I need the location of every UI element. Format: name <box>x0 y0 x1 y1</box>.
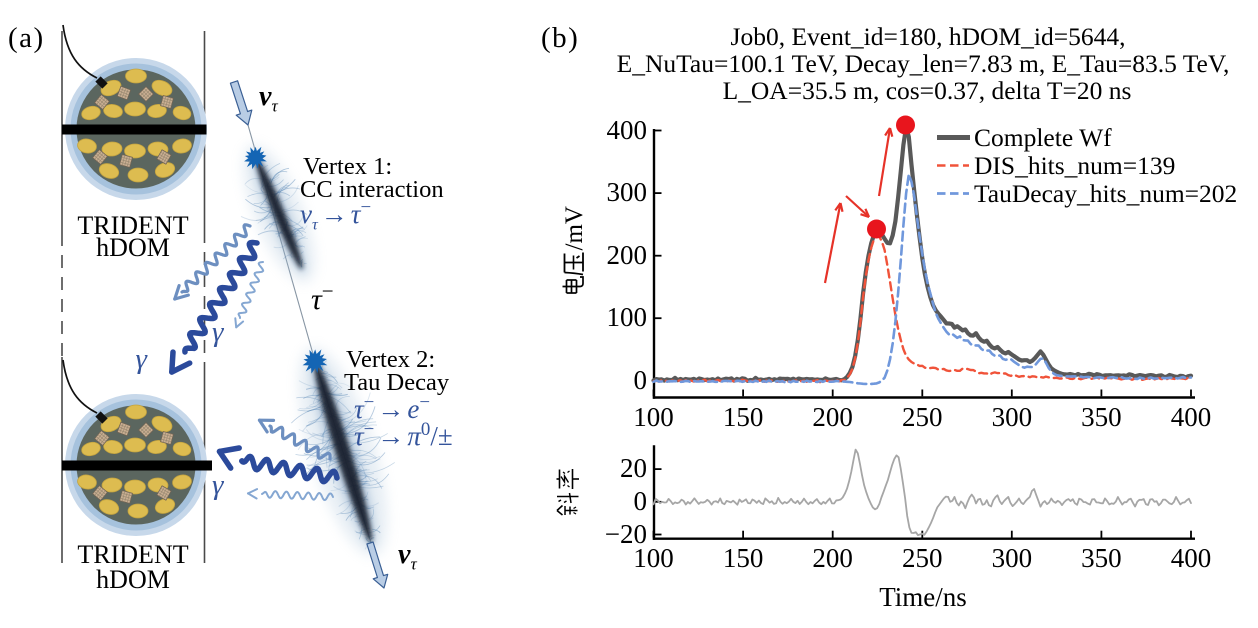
svg-text:/mV: /mV <box>561 206 588 250</box>
